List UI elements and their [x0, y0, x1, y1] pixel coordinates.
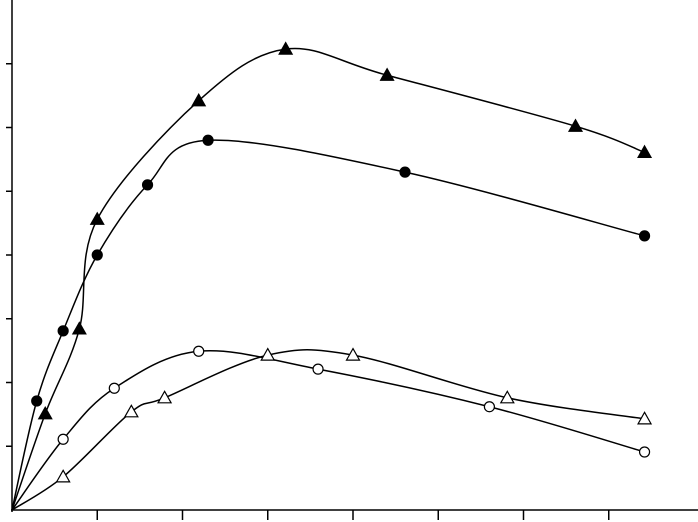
- circle-marker: [202, 134, 214, 146]
- fit-curve: [62, 350, 645, 453]
- triangle-marker: [37, 406, 53, 420]
- curve-start: [11, 476, 64, 511]
- triangle-marker: [278, 41, 294, 55]
- triangle-marker: [379, 67, 395, 81]
- curve-start: [11, 438, 64, 511]
- circle-marker: [193, 345, 205, 357]
- circle-marker: [638, 446, 651, 458]
- triangle-marker: [567, 118, 584, 132]
- triangle-marker: [157, 390, 173, 404]
- curve-start: [11, 400, 38, 511]
- circle-marker: [91, 249, 103, 261]
- fit-curve: [44, 47, 645, 414]
- triangle-marker: [637, 411, 653, 425]
- circle-marker: [312, 363, 324, 375]
- circle-marker: [57, 433, 69, 445]
- circle-marker: [399, 166, 411, 178]
- fit-curve: [36, 139, 645, 402]
- circle-marker: [483, 401, 495, 413]
- triangle-marker: [191, 93, 207, 107]
- triangle-marker: [637, 144, 653, 158]
- circle-marker: [108, 382, 120, 394]
- circle-marker: [57, 325, 69, 337]
- triangle-marker: [499, 390, 515, 404]
- triangle-marker: [55, 469, 71, 483]
- triangle-marker: [260, 347, 276, 361]
- circle-marker: [141, 179, 154, 191]
- circle-marker: [31, 395, 43, 407]
- triangle-marker: [71, 321, 87, 335]
- triangle-marker: [123, 404, 139, 418]
- fit-curve: [62, 348, 645, 478]
- triangle-marker: [345, 347, 361, 361]
- triangle-marker: [89, 211, 105, 225]
- circle-marker: [638, 230, 651, 242]
- curve-start: [11, 413, 46, 511]
